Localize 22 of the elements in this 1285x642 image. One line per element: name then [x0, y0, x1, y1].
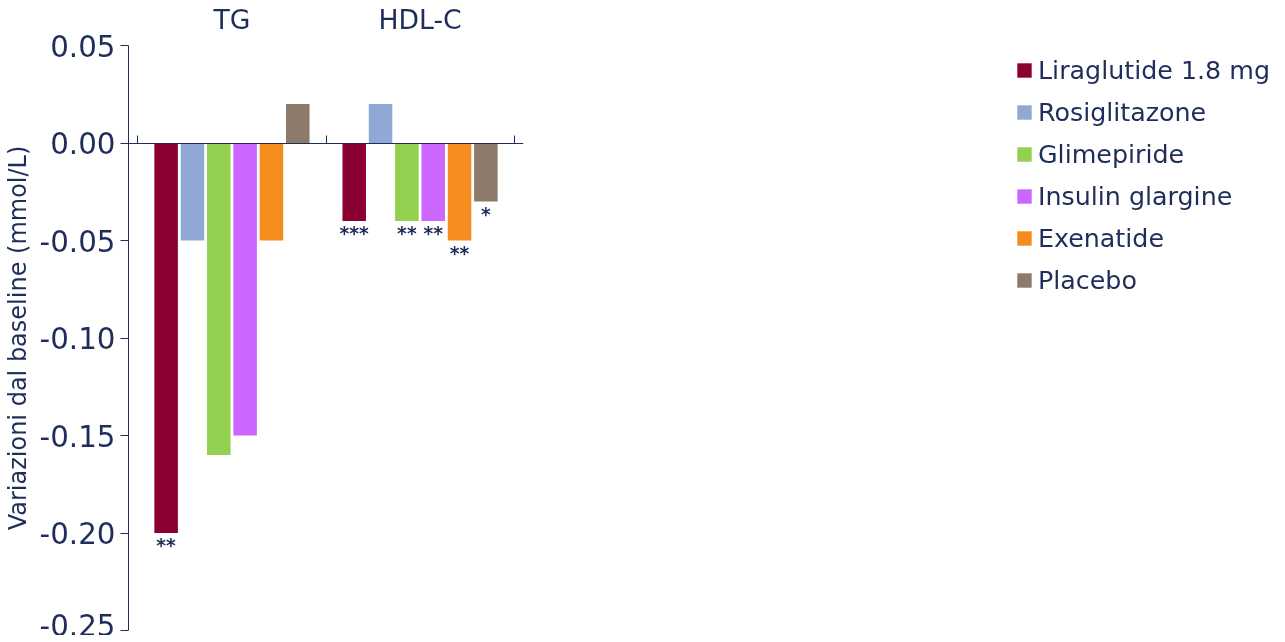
legend-label: Liraglutide 1.8 mg — [1037, 55, 1270, 85]
data-label: ** — [449, 242, 470, 264]
y-tick-label: -0.20 — [39, 517, 116, 551]
data-label: ** — [423, 223, 444, 244]
y-tick-label: -0.25 — [39, 608, 116, 642]
legend-label: Rosiglitazone — [1037, 97, 1207, 127]
y-tick-label: 0.05 — [50, 29, 116, 64]
legend-label: Glimepiride — [1037, 139, 1185, 169]
data-label: *** — [339, 223, 370, 244]
data-label: ** — [397, 223, 417, 244]
legend-label: Placebo — [1037, 265, 1137, 295]
data-label: * — [481, 203, 491, 225]
x-tick-label: TG — [212, 3, 251, 35]
y-tick-label: -0.15 — [39, 419, 116, 454]
legend-label: Exenatide — [1037, 223, 1164, 253]
y-axis-title: Variazioni dal baseline (mmol/L) — [3, 145, 32, 531]
x-tick-label: HDL-C — [378, 3, 462, 35]
legend-label: Insulin glargine — [1037, 181, 1233, 211]
data-label: ** — [156, 535, 177, 556]
y-tick-label: -0.05 — [39, 224, 116, 259]
y-tick-label: -0.10 — [39, 322, 116, 356]
y-tick-label: 0.00 — [50, 127, 116, 161]
